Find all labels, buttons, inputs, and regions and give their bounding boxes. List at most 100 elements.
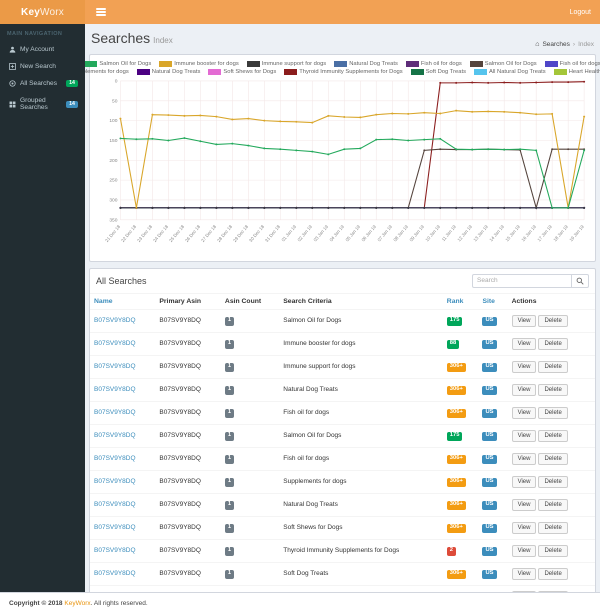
data-point <box>471 81 474 84</box>
row-name-link[interactable]: B07SV9Y8DQ <box>94 409 136 417</box>
row-name-link[interactable]: B07SV9Y8DQ <box>94 432 136 440</box>
svg-text:05 Jan 19: 05 Jan 19 <box>345 224 362 243</box>
asin-count-badge: 1 <box>224 477 235 487</box>
legend-label: Soft Dog Treats <box>425 69 466 75</box>
data-point <box>551 112 554 115</box>
delete-button[interactable]: Delete <box>538 314 568 327</box>
column-header-rank[interactable]: Rank <box>442 293 479 310</box>
legend-item[interactable]: Salmon Oil for Dogs <box>85 61 151 67</box>
view-button[interactable]: View <box>511 498 537 511</box>
view-button[interactable]: View <box>511 337 537 350</box>
main-content: Searches Index ⌂ Searches › Index Salmon … <box>85 24 600 592</box>
delete-button[interactable]: Delete <box>538 429 568 442</box>
search-input[interactable] <box>472 273 572 288</box>
data-point <box>487 206 490 209</box>
row-name-link[interactable]: B07SV9Y8DQ <box>94 386 136 394</box>
row-search-criteria: Supplements for dogs <box>283 478 347 486</box>
table-row: B07SV9Y8DQ B07SV9Y8DQ 1 Immune support f… <box>90 354 595 379</box>
row-name-link[interactable]: B07SV9Y8DQ <box>94 363 136 371</box>
view-button[interactable]: View <box>511 406 537 419</box>
legend-label: Immune support for dogs <box>261 61 327 67</box>
chart-legend-row-2: Supplements for dogs Natural Dog Treats So… <box>85 69 600 75</box>
breadcrumb-root[interactable]: Searches <box>542 41 570 48</box>
view-button[interactable]: View <box>511 475 537 488</box>
legend-item[interactable]: Salmon Oil for Dogs <box>469 61 537 67</box>
site-badge: US <box>482 546 497 556</box>
view-button[interactable]: View <box>511 452 537 465</box>
svg-text:100: 100 <box>109 118 117 124</box>
data-point <box>343 116 346 118</box>
view-button[interactable]: View <box>511 314 537 327</box>
view-button[interactable]: View <box>511 429 537 442</box>
rank-chart[interactable]: 0 50 100 150 200 250 300 350 21 Dec 18 22 Dec 18 2… <box>95 77 590 259</box>
legend-item[interactable]: Immune support for dogs <box>246 61 327 67</box>
sidebar-item-my-account[interactable]: My Account <box>0 41 85 58</box>
column-header-primary-asin: Primary Asin <box>155 293 221 310</box>
asin-count-badge: 1 <box>224 362 235 372</box>
delete-button[interactable]: Delete <box>538 452 568 465</box>
view-button[interactable]: View <box>511 544 537 557</box>
row-search-criteria: Fish oil for dogs <box>283 455 330 463</box>
row-name-link[interactable]: B07SV9Y8DQ <box>94 547 136 555</box>
rank-badge: 306+ <box>446 523 466 533</box>
sidebar-item-grouped-searches[interactable]: Grouped Searches 14 <box>0 92 85 116</box>
data-point <box>311 121 314 124</box>
data-point <box>279 148 282 151</box>
delete-button[interactable]: Delete <box>538 475 568 488</box>
logout-link[interactable]: Logout <box>569 8 591 16</box>
legend-item[interactable]: Natural Dog Treats <box>136 69 200 75</box>
delete-button[interactable]: Delete <box>538 383 568 396</box>
data-point <box>231 142 234 145</box>
data-point <box>391 112 394 115</box>
column-header-name[interactable]: Name <box>90 293 156 310</box>
legend-item[interactable]: Thyroid Immunity Supplements for Dogs <box>284 69 403 75</box>
data-point <box>135 206 138 209</box>
footer-brand-link[interactable]: KeyWorx <box>64 600 91 607</box>
site-badge: US <box>482 569 497 579</box>
data-point <box>183 206 186 209</box>
delete-button[interactable]: Delete <box>538 567 568 580</box>
sidebar-item-all-searches[interactable]: All Searches 14 <box>0 75 85 92</box>
legend-item[interactable]: Natural Dog Treats <box>334 61 398 67</box>
legend-item[interactable]: Fish oil for dogs <box>544 61 600 67</box>
view-button[interactable]: View <box>511 590 537 592</box>
app-logo[interactable]: Key Worx <box>0 0 85 24</box>
legend-item[interactable]: Fish oil for dogs <box>405 61 462 67</box>
legend-item[interactable]: Soft Shews for Dogs <box>208 69 276 75</box>
sidebar-count-badge: 14 <box>66 80 78 88</box>
row-name-link[interactable]: B07SV9Y8DQ <box>94 455 136 463</box>
row-name-link[interactable]: B07SV9Y8DQ <box>94 570 136 578</box>
delete-button[interactable]: Delete <box>538 544 568 557</box>
search-icon <box>576 277 584 285</box>
row-name-link[interactable]: B07SV9Y8DQ <box>94 317 136 325</box>
series-line <box>120 137 585 209</box>
sidebar-item-new-search[interactable]: New Search <box>0 58 85 75</box>
row-name-link[interactable]: B07SV9Y8DQ <box>94 340 136 348</box>
row-name-link[interactable]: B07SV9Y8DQ <box>94 524 136 532</box>
delete-button[interactable]: Delete <box>538 406 568 419</box>
delete-button[interactable]: Delete <box>538 590 568 592</box>
view-button[interactable]: View <box>511 383 537 396</box>
delete-button[interactable]: Delete <box>538 498 568 511</box>
search-button[interactable] <box>572 273 589 288</box>
legend-item[interactable]: Immune booster for dogs <box>159 61 239 67</box>
data-point <box>199 114 202 117</box>
legend-item[interactable]: All Natural Dog Treats <box>473 69 546 75</box>
search-icon <box>9 80 16 87</box>
row-name-link[interactable]: B07SV9Y8DQ <box>94 478 136 486</box>
view-button[interactable]: View <box>511 360 537 373</box>
legend-item[interactable]: Supplements for dogs <box>85 69 129 75</box>
delete-button[interactable]: Delete <box>538 360 568 373</box>
sidebar-count-badge: 14 <box>66 100 78 108</box>
delete-button[interactable]: Delete <box>538 521 568 534</box>
row-name-link[interactable]: B07SV9Y8DQ <box>94 501 136 509</box>
sidebar-toggle-icon[interactable] <box>94 4 108 19</box>
legend-item[interactable]: Soft Dog Treats <box>410 69 466 75</box>
legend-item[interactable]: Heart Healthy for Dogs <box>553 69 600 75</box>
delete-button[interactable]: Delete <box>538 337 568 350</box>
column-header-site[interactable]: Site <box>478 293 508 310</box>
view-button[interactable]: View <box>511 567 537 580</box>
data-point <box>199 140 202 143</box>
view-button[interactable]: View <box>511 521 537 534</box>
